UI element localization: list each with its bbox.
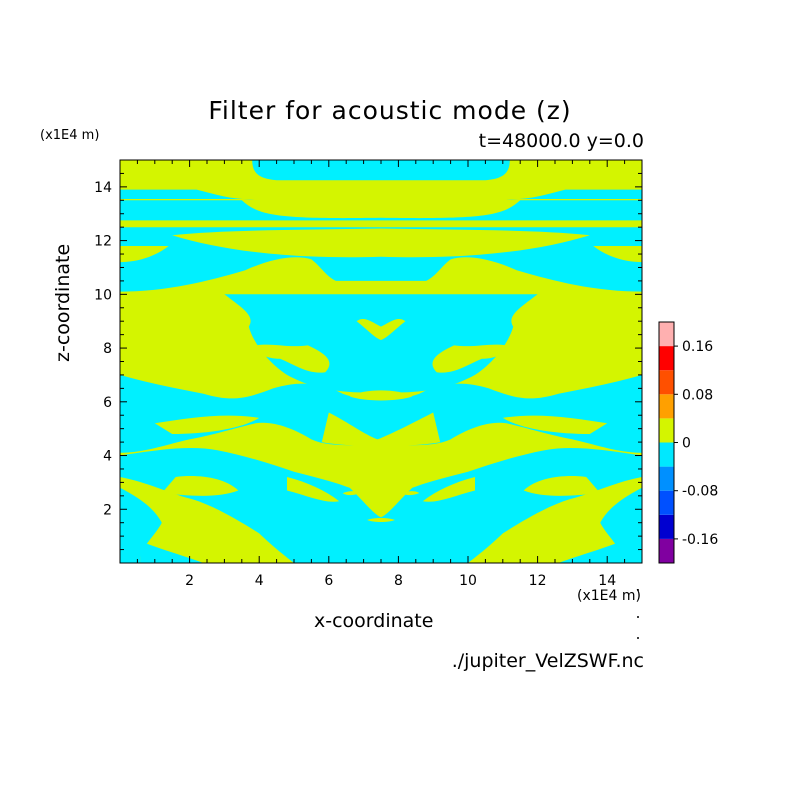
x-axis-label: x-coordinate xyxy=(314,610,434,632)
colorbar-segment xyxy=(659,538,674,563)
colorbar-segment xyxy=(659,514,674,539)
positive-region xyxy=(401,491,420,496)
axis-marker-dot xyxy=(637,616,639,618)
colorbar-segment xyxy=(659,322,674,347)
positive-region xyxy=(593,246,642,263)
colorbar: 0.16 0.08 0 -0.08 -0.16 xyxy=(658,321,718,564)
axis-marker-dot xyxy=(637,589,639,591)
colorbar-label: 0.16 xyxy=(682,339,713,355)
x-tick-label: 14 xyxy=(598,573,616,589)
positive-region xyxy=(120,246,169,263)
negative-regions xyxy=(120,160,642,563)
negative-region xyxy=(120,200,642,221)
positive-region xyxy=(342,491,361,496)
positive-region xyxy=(509,530,566,551)
positive-region xyxy=(502,415,608,434)
y-tick-label: 14 xyxy=(94,180,112,196)
axis-marker-dot xyxy=(637,637,639,639)
positive-region xyxy=(356,318,406,340)
x-tick-label: 4 xyxy=(255,573,264,589)
positive-region xyxy=(287,477,340,502)
chart-subtitle: t=48000.0 y=0.0 xyxy=(478,130,644,152)
positive-region xyxy=(349,390,413,401)
colorbar-segment xyxy=(659,394,674,419)
y-tick-label: 8 xyxy=(103,341,112,357)
negative-region xyxy=(120,447,642,563)
negative-region xyxy=(140,541,204,563)
negative-region xyxy=(120,189,256,200)
x-tick-label: 10 xyxy=(459,573,477,589)
colorbar-segment xyxy=(659,466,674,491)
positive-region xyxy=(367,517,395,523)
x-tick-label: 12 xyxy=(529,573,547,589)
negative-region xyxy=(120,487,162,563)
positive-region xyxy=(196,530,253,551)
x-tick-label: 6 xyxy=(324,573,333,589)
source-filename: ./jupiter_VelZSWF.nc xyxy=(451,650,644,672)
positive-region xyxy=(523,476,601,496)
axes: 2 4 6 8 10 12 14 2 4 6 8 10 12 14 xyxy=(94,159,643,639)
colorbar-segment xyxy=(659,370,674,395)
plot-area xyxy=(120,160,642,563)
positive-region xyxy=(432,344,507,373)
positive-region xyxy=(161,476,239,496)
positive-region xyxy=(255,344,330,373)
x-axis-unit: (x1E4 m) xyxy=(577,588,641,604)
colorbar-label: -0.08 xyxy=(682,484,718,500)
colorbar-label: 0.08 xyxy=(682,387,713,403)
positive-region xyxy=(321,412,441,447)
y-tick-label: 10 xyxy=(94,287,112,303)
colorbar-segment xyxy=(659,418,674,443)
colorbar-segment xyxy=(659,490,674,515)
y-tick-label: 2 xyxy=(103,502,112,518)
x-tick-label: 8 xyxy=(394,573,403,589)
negative-region xyxy=(252,160,510,181)
colorbar-label: 0 xyxy=(682,436,691,452)
y-tick-label: 12 xyxy=(94,234,112,250)
y-tick-label: 4 xyxy=(103,449,112,465)
y-axis-unit: (x1E4 m) xyxy=(40,128,100,143)
negative-region xyxy=(120,374,642,453)
negative-region xyxy=(600,487,642,563)
y-tick-label: 6 xyxy=(103,395,112,411)
chart-title: Filter for acoustic mode (z) xyxy=(208,96,572,125)
colorbar-label: -0.16 xyxy=(682,532,718,548)
negative-region xyxy=(558,541,622,563)
colorbar-segment xyxy=(659,442,674,467)
positive-region xyxy=(422,477,475,502)
x-tick-label: 2 xyxy=(185,573,194,589)
negative-region xyxy=(506,189,642,200)
positive-region xyxy=(154,415,260,434)
positive-region xyxy=(172,228,590,258)
colorbar-segment xyxy=(659,346,674,371)
